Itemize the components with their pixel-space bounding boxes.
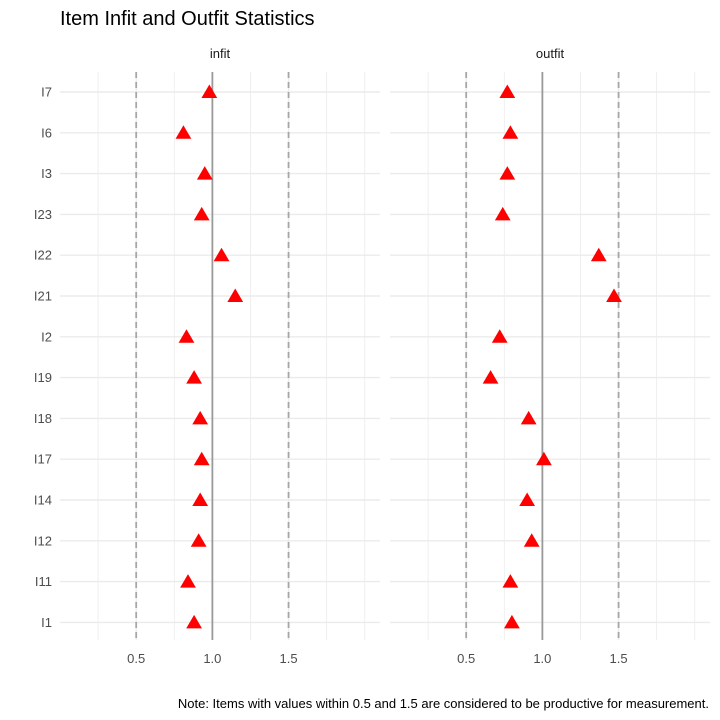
panel-strip-label: outfit xyxy=(536,46,565,61)
data-point-I18 xyxy=(520,410,537,425)
data-point-I23 xyxy=(193,206,210,221)
data-point-I1 xyxy=(186,614,202,629)
x-tick-label: 1.5 xyxy=(280,651,298,666)
y-tick-label: I18 xyxy=(34,411,52,426)
chart-title: Item Infit and Outfit Statistics xyxy=(60,8,315,30)
data-point-I6 xyxy=(175,125,192,139)
data-point-I21 xyxy=(606,288,622,302)
data-point-I3 xyxy=(499,166,516,180)
data-point-I1 xyxy=(504,614,520,629)
panel-outfit: outfit 0.5 1.0 1.5 xyxy=(390,46,710,666)
y-tick-label: I7 xyxy=(41,85,52,100)
x-tick-label: 1.0 xyxy=(533,651,551,666)
data-point-I19 xyxy=(186,370,202,384)
data-point-I18 xyxy=(192,410,209,425)
y-tick-label: I2 xyxy=(41,329,52,344)
data-point-I17 xyxy=(536,451,552,466)
chart-caption: Note: Items with values within 0.5 and 1… xyxy=(178,696,709,711)
data-point-I11 xyxy=(180,574,196,588)
data-point-I2 xyxy=(491,329,508,343)
data-point-I3 xyxy=(196,166,213,180)
y-axis-labels: I7 I6 I3 I23 I22 I21 I2 I19 I18 I17 I14 I12 I11 I1 xyxy=(34,85,52,630)
y-tick-label: I22 xyxy=(34,248,52,263)
y-tick-label: I23 xyxy=(34,207,52,222)
panel-infit: infit 0.5 1.0 1.5 xyxy=(60,46,380,666)
y-tick-label: I14 xyxy=(34,493,52,508)
y-tick-label: I11 xyxy=(35,574,52,589)
data-point-I22 xyxy=(590,247,607,262)
data-point-I22 xyxy=(213,247,230,262)
y-tick-label: I21 xyxy=(34,289,52,304)
data-point-I7 xyxy=(499,84,516,98)
x-tick-label: 1.5 xyxy=(610,651,628,666)
panel-strip-label: infit xyxy=(210,46,231,61)
y-tick-label: I6 xyxy=(41,125,52,140)
x-tick-label: 0.5 xyxy=(457,651,475,666)
data-point-I2 xyxy=(178,329,195,343)
x-tick-label: 0.5 xyxy=(127,651,145,666)
data-point-I7 xyxy=(201,84,218,98)
y-tick-label: I19 xyxy=(34,370,52,385)
data-point-I6 xyxy=(502,125,519,139)
data-point-I12 xyxy=(523,533,540,547)
data-point-I14 xyxy=(192,492,209,506)
data-point-I12 xyxy=(190,533,207,547)
x-tick-label: 1.0 xyxy=(203,651,221,666)
data-point-I19 xyxy=(482,370,499,384)
data-point-I14 xyxy=(519,492,536,506)
y-tick-label: I12 xyxy=(34,533,52,548)
data-point-I21 xyxy=(227,288,244,302)
y-tick-label: I1 xyxy=(41,615,52,630)
y-tick-label: I17 xyxy=(34,452,52,467)
data-point-I11 xyxy=(502,574,519,588)
data-point-I17 xyxy=(193,451,210,466)
panels: infit 0.5 1.0 1.5 outfit 0.5 1.0 1.5 xyxy=(60,46,710,666)
y-tick-label: I3 xyxy=(41,166,52,181)
data-point-I23 xyxy=(494,206,511,221)
